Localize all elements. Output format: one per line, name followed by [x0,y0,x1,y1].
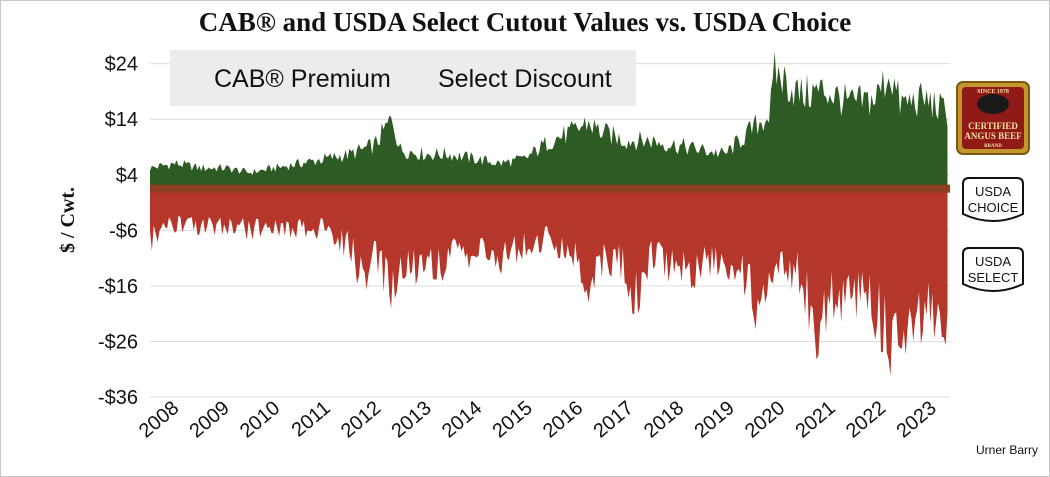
x-tick-label: 2022 [842,397,890,442]
y-tick-label: $4 [116,165,138,187]
x-tick-label: 2008 [135,397,183,442]
baseline-band [150,184,950,193]
x-axis-ticks: 2008 2009 2010 2011 2012 2013 2014 2015 2016 2017… [135,397,941,442]
y-tick-label: -$26 [98,331,138,353]
legend: CAB® Premium Select Discount [170,50,636,106]
x-tick-label: 2016 [539,397,587,442]
x-tick-label: 2014 [438,397,486,442]
y-tick-label: $24 [105,54,138,76]
y-axis-label: $ / Cwt. [57,187,79,253]
cab-logo-text: SINCE 1978 [977,89,1009,95]
legend-background [170,50,636,106]
usda-select-text: USDA [975,254,1011,269]
usda-choice-text: USDA [975,184,1011,199]
x-tick-label: 2019 [690,397,738,442]
usda-choice-text: CHOICE [968,200,1019,215]
legend-label-cab-premium: CAB® Premium [214,65,391,93]
x-tick-label: 2018 [640,397,688,442]
y-tick-label: -$36 [98,387,138,409]
cab-logo-text: ANGUS BEEF [964,131,1022,141]
x-tick-label: 2020 [741,397,789,442]
legend-label-select-discount: Select Discount [438,65,612,93]
cow-icon [977,94,1009,114]
cab-logo-text: BRAND [984,144,1002,149]
x-tick-label: 2010 [236,397,284,442]
y-tick-label: -$6 [109,220,138,242]
x-tick-label: 2012 [337,397,385,442]
x-tick-label: 2021 [791,397,839,442]
series-area-cab-premium [150,51,948,189]
legend-swatch-select-discount [412,70,430,88]
x-tick-label: 2023 [892,397,940,442]
legend-swatch-cab-premium [188,70,206,88]
chart-areas [150,51,950,376]
y-axis-ticks: $24 $14 $4 -$6 -$16 -$26 -$36 [98,54,138,409]
x-tick-label: 2009 [185,397,233,442]
usda-choice-shield-icon [962,177,1024,222]
x-tick-label: 2015 [488,397,536,442]
y-tick-label: -$16 [98,276,138,298]
usda-select-shield-icon [962,247,1024,292]
usda-select-text: SELECT [968,270,1019,285]
x-tick-label: 2017 [589,397,637,442]
series-area-select-discount [150,188,948,376]
y-tick-label: $14 [105,109,138,131]
source-credit: Urner Barry [975,443,1038,457]
x-tick-label: 2011 [288,397,335,442]
chart-title: CAB® and USDA Select Cutout Values vs. U… [198,7,852,37]
x-tick-label: 2013 [387,397,435,442]
cab-logo-text: CERTIFIED [968,121,1018,131]
